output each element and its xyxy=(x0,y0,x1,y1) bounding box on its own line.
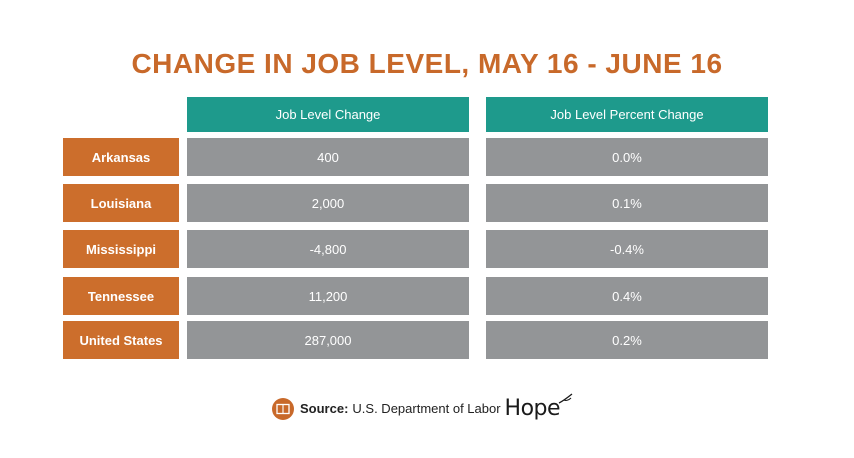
cell-change-tennessee: 11,200 xyxy=(187,277,469,315)
chart-title: CHANGE IN JOB LEVEL, MAY 16 - JUNE 16 xyxy=(131,48,723,79)
book-icon xyxy=(272,397,294,420)
cell-percent-tennessee: 0.4% xyxy=(486,277,768,315)
hope-logo-text: Hope xyxy=(504,396,561,421)
row-label-united-states: United States xyxy=(63,321,179,359)
cell-change-arkansas: 400 xyxy=(187,138,469,176)
cell-percent-mississippi: -0.4% xyxy=(486,230,768,268)
row-label-arkansas: Arkansas xyxy=(63,138,179,176)
cell-change-louisiana: 2,000 xyxy=(187,184,469,222)
cell-percent-united-states: 0.2% xyxy=(486,321,768,359)
hope-logo: Hope xyxy=(504,393,573,421)
source-footer: Source: U.S. Department of Labor Hope xyxy=(272,393,573,421)
source-label: Source: xyxy=(300,401,349,416)
cell-percent-arkansas: 0.0% xyxy=(486,138,768,176)
column-header-percent: Job Level Percent Change xyxy=(486,97,768,132)
cell-percent-louisiana: 0.1% xyxy=(486,184,768,222)
cell-change-mississippi: -4,800 xyxy=(187,230,469,268)
row-label-tennessee: Tennessee xyxy=(63,277,179,315)
cell-change-united-states: 287,000 xyxy=(187,321,469,359)
row-label-louisiana: Louisiana xyxy=(63,184,179,222)
row-label-mississippi: Mississippi xyxy=(63,230,179,268)
source-text: U.S. Department of Labor xyxy=(352,401,501,416)
column-header-change: Job Level Change xyxy=(187,97,469,132)
dove-icon xyxy=(558,393,573,404)
